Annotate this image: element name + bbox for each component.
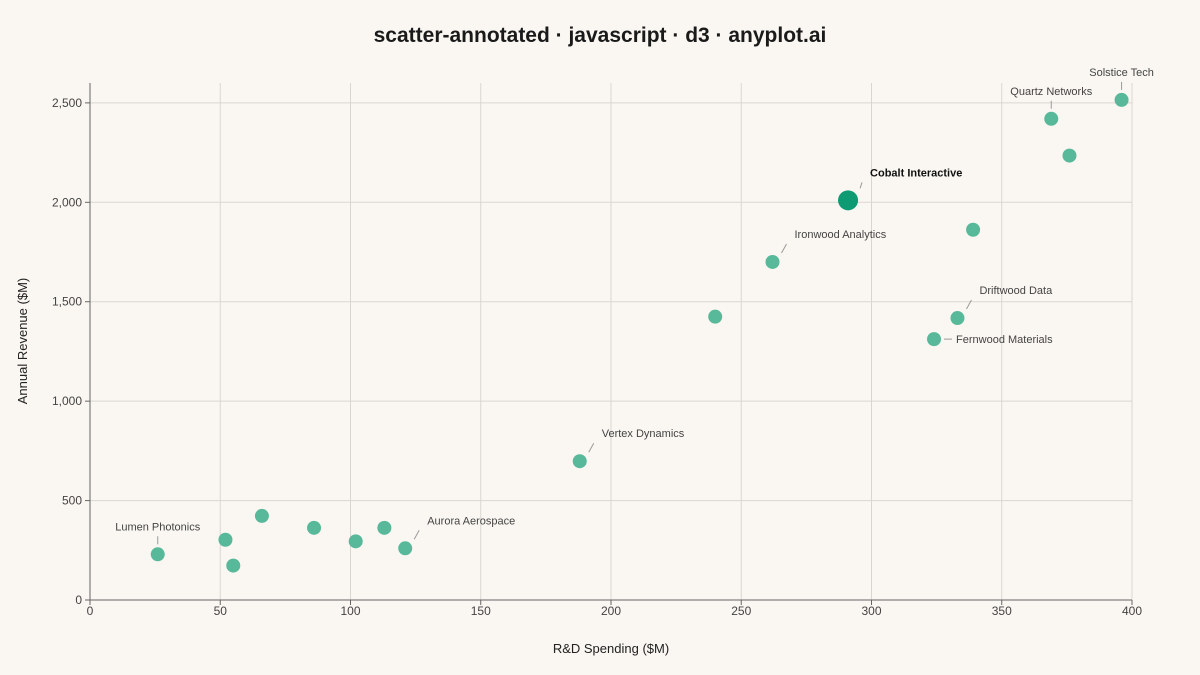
x-tick-label: 150 [471,604,491,618]
annotation-label: Lumen Photonics [115,521,200,533]
x-tick-label: 0 [87,604,94,618]
data-point [572,454,587,469]
chart-title: scatter-annotated · javascript · d3 · an… [374,24,827,47]
data-point [1044,111,1059,126]
y-tick-label: 0 [75,593,82,607]
x-tick-label: 400 [1122,604,1142,618]
x-tick-label: 250 [731,604,751,618]
data-point [254,508,269,523]
data-point [377,520,392,535]
y-axis-title: Annual Revenue ($M) [15,278,30,404]
data-point [1114,92,1129,107]
annotation-leader-line [413,530,420,540]
y-tick-label: 2,000 [52,195,82,209]
grid-layer [90,83,1133,600]
data-point-highlighted [838,190,859,211]
annotation-label: Aurora Aerospace [427,515,515,527]
annotation-label: Ironwood Analytics [795,229,887,241]
data-point [927,332,942,347]
annotation-label: Vertex Dynamics [602,428,685,440]
data-point [1062,148,1077,163]
data-point [966,222,981,237]
data-point [765,254,780,269]
annotation-label: Solstice Tech [1089,67,1154,79]
annotation-leader-line [781,243,787,254]
label-layer: Lumen Photonics Aurora Aerospace Vertex Dy… [115,67,1154,533]
x-axis-title: R&D Spending ($M) [553,641,669,656]
point-layer [150,92,1129,573]
data-point [150,547,165,562]
data-point [950,311,965,326]
annotation-leader-line [966,299,972,310]
y-tick-label: 500 [62,494,82,508]
annotation-leader-line [859,182,863,189]
x-tick-label: 100 [340,604,360,618]
data-point [708,309,723,324]
annotation-label: Quartz Networks [1010,86,1092,98]
x-tick-label: 200 [601,604,621,618]
annotation-label: Cobalt Interactive [870,167,962,179]
x-tick-label: 350 [992,604,1012,618]
data-point [226,558,241,573]
x-tick-label: 50 [214,604,228,618]
annotation-leader-line [588,442,595,453]
data-point [307,520,322,535]
x-tick-label: 300 [861,604,881,618]
y-tick-label: 1,000 [52,394,82,408]
data-point [398,541,413,556]
annotation-label: Fernwood Materials [956,334,1053,346]
y-tick-label: 1,500 [52,295,82,309]
annotation-label: Driftwood Data [979,285,1053,297]
leader-layer [157,81,1123,545]
y-tick-label: 2,500 [52,96,82,110]
axis-layer: 0 50 100 150 200 250 300 350 400 0 500 1,000 1,500 2,… [52,83,1142,618]
data-point [218,532,233,547]
data-point [348,534,363,549]
